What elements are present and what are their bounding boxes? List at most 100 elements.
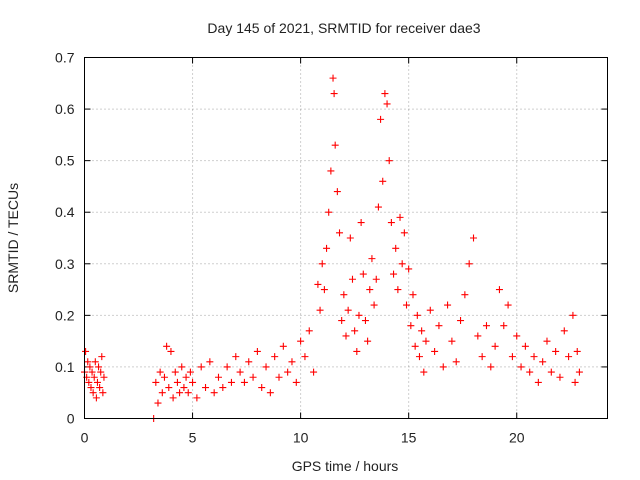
data-point xyxy=(210,389,218,397)
y-tick-label: 0.1 xyxy=(55,359,75,375)
data-point xyxy=(176,389,184,397)
data-point xyxy=(316,306,324,314)
y-tick-label: 0.7 xyxy=(55,50,75,66)
data-point xyxy=(169,394,177,402)
plot-frame xyxy=(84,57,608,419)
data-point xyxy=(156,368,164,376)
data-point xyxy=(152,378,160,386)
data-point xyxy=(338,317,346,325)
data-point xyxy=(249,373,257,381)
data-point xyxy=(305,327,313,335)
data-point xyxy=(543,337,551,345)
data-point xyxy=(197,363,205,371)
y-tick-label: 0 xyxy=(67,411,75,427)
data-point xyxy=(97,368,105,376)
data-point xyxy=(504,301,512,309)
data-point xyxy=(385,157,393,165)
data-point xyxy=(178,363,186,371)
y-tick-label: 0.3 xyxy=(55,256,75,272)
data-point xyxy=(214,373,222,381)
data-point xyxy=(461,291,469,299)
data-point xyxy=(100,373,108,381)
data-point xyxy=(86,363,94,371)
data-point xyxy=(482,322,490,330)
data-point xyxy=(219,384,227,392)
data-point xyxy=(379,177,387,185)
data-point xyxy=(470,234,478,242)
data-point xyxy=(189,378,197,386)
data-point xyxy=(186,368,194,376)
x-tick-label: 10 xyxy=(293,430,309,446)
data-point xyxy=(171,368,179,376)
data-point xyxy=(351,327,359,335)
data-point xyxy=(331,141,339,149)
data-point xyxy=(87,384,95,392)
data-point xyxy=(320,286,328,294)
data-point xyxy=(91,358,99,366)
data-point xyxy=(390,270,398,278)
data-point xyxy=(193,394,201,402)
data-point xyxy=(89,389,97,397)
data-point xyxy=(262,363,270,371)
data-point xyxy=(258,384,266,392)
data-point xyxy=(495,286,503,294)
data-point xyxy=(357,219,365,227)
data-point xyxy=(435,322,443,330)
data-point xyxy=(160,373,168,381)
data-point xyxy=(206,358,214,366)
data-point xyxy=(325,208,333,216)
data-point xyxy=(96,384,104,392)
data-point xyxy=(422,337,430,345)
data-point xyxy=(403,301,411,309)
data-point xyxy=(565,353,573,361)
data-point xyxy=(154,399,162,407)
data-point xyxy=(340,291,348,299)
data-point xyxy=(418,327,426,335)
data-point xyxy=(346,234,354,242)
data-point xyxy=(223,363,231,371)
data-point xyxy=(377,115,385,123)
data-point xyxy=(526,368,534,376)
axes: 0 0.1 0.2 0.3 0.4 0.5 0.6 0.7 0 5 10 15 20 xyxy=(55,50,608,446)
data-point xyxy=(366,286,374,294)
data-point xyxy=(411,342,419,350)
data-point xyxy=(368,255,376,263)
data-point xyxy=(508,353,516,361)
data-point xyxy=(521,342,529,350)
data-point xyxy=(90,373,98,381)
data-point xyxy=(539,358,547,366)
data-point xyxy=(361,317,369,325)
data-point xyxy=(398,260,406,268)
data-point xyxy=(84,358,92,366)
data-point xyxy=(392,244,400,252)
data-point xyxy=(323,244,331,252)
chart-title: Day 145 of 2021, SRMTID for receiver dae… xyxy=(207,20,480,36)
y-tick-label: 0.5 xyxy=(55,153,75,169)
data-point xyxy=(560,327,568,335)
data-point xyxy=(400,229,408,237)
data-point xyxy=(330,90,338,98)
data-point xyxy=(288,358,296,366)
data-point xyxy=(547,368,555,376)
data-point xyxy=(227,378,235,386)
data-point xyxy=(409,291,417,299)
data-point xyxy=(99,389,107,397)
data-point xyxy=(266,389,274,397)
grid-lines xyxy=(84,57,608,419)
data-point xyxy=(556,373,564,381)
data-point xyxy=(297,337,305,345)
y-tick-label: 0.4 xyxy=(55,204,75,220)
data-point xyxy=(284,368,292,376)
data-point xyxy=(165,384,173,392)
data-point xyxy=(491,342,499,350)
data-point xyxy=(394,286,402,294)
data-point xyxy=(444,301,452,309)
data-point xyxy=(478,353,486,361)
data-points xyxy=(81,74,583,422)
data-point xyxy=(253,347,261,355)
data-point xyxy=(202,384,210,392)
data-point xyxy=(359,270,367,278)
y-tick-label: 0.6 xyxy=(55,101,75,117)
data-point xyxy=(92,394,100,402)
